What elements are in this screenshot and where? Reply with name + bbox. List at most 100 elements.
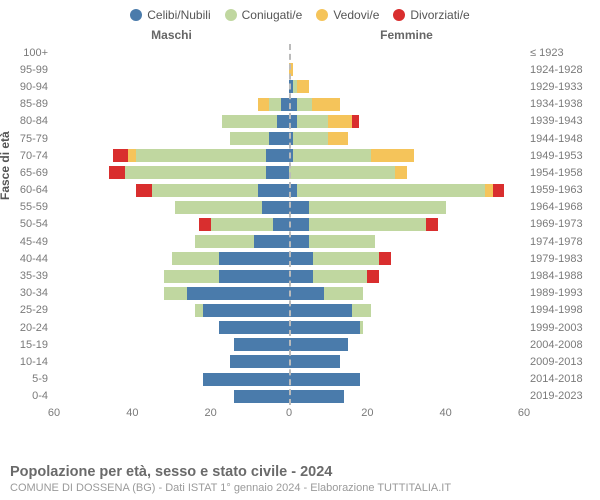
seg-divorced [493,184,505,197]
birth-label: 1979-1983 [524,253,590,265]
seg-widowed [371,149,414,162]
legend-item: Vedovi/e [316,8,379,22]
legend-swatch [393,9,405,21]
header-male: Maschi [54,28,289,42]
seg-single [289,235,309,248]
birth-label: ≤ 1923 [524,47,590,59]
seg-single [289,338,348,351]
seg-married [164,287,188,300]
seg-married [269,98,281,111]
birth-label: 1969-1973 [524,218,590,230]
seg-married [309,218,427,231]
pyramid-row: 30-34 1989-1993 [10,285,590,302]
male-half [54,216,289,233]
y-axis-title-left: Fasce di età [0,131,12,200]
pyramid-row: 15-192004-2008 [10,336,590,353]
bar-area [54,285,524,302]
male-half [54,130,289,147]
pyramid-row: 100+≤ 1923 [10,44,590,61]
male-half [54,302,289,319]
birth-label: 1994-1998 [524,304,590,316]
female-half [289,147,524,164]
x-axis: 6040200204060 [10,407,590,425]
male-half [54,233,289,250]
seg-married [164,270,219,283]
bar-area [54,353,524,370]
x-tick: 20 [361,407,373,419]
bar-area [54,199,524,216]
bar-area [54,302,524,319]
chart-subtitle: COMUNE DI DOSSENA (BG) - Dati ISTAT 1° g… [10,482,451,494]
seg-widowed [258,98,270,111]
seg-married [293,132,328,145]
seg-married [313,270,368,283]
male-half [54,267,289,284]
legend-label: Divorziati/e [410,8,469,22]
seg-single [277,115,289,128]
seg-married [297,98,313,111]
legend: Celibi/NubiliConiugati/eVedovi/eDivorzia… [10,8,590,22]
pyramid-row: 25-291994-1998 [10,302,590,319]
seg-single [254,235,289,248]
age-label: 50-54 [10,218,54,230]
seg-married [309,201,446,214]
legend-label: Vedovi/e [333,8,379,22]
seg-divorced [426,218,438,231]
birth-label: 1929-1933 [524,81,590,93]
seg-married [152,184,258,197]
age-label: 20-24 [10,322,54,334]
pyramid-row: 70-741949-1953 [10,147,590,164]
seg-single [266,166,290,179]
male-half [54,147,289,164]
female-half [289,388,524,405]
female-half [289,44,524,61]
header-female: Femmine [289,28,524,42]
female-half [289,199,524,216]
seg-married [195,235,254,248]
seg-single [273,218,289,231]
birth-label: 1989-1993 [524,287,590,299]
age-label: 10-14 [10,356,54,368]
legend-swatch [316,9,328,21]
bar-area [54,164,524,181]
seg-divorced [109,166,125,179]
seg-married [211,218,274,231]
male-half [54,164,289,181]
x-tick: 60 [518,407,530,419]
chart-title: Popolazione per età, sesso e stato civil… [10,464,451,480]
age-label: 95-99 [10,64,54,76]
male-half [54,96,289,113]
female-half [289,216,524,233]
male-half [54,371,289,388]
seg-single [219,270,290,283]
seg-widowed [128,149,136,162]
population-pyramid-chart: Celibi/NubiliConiugati/eVedovi/eDivorzia… [0,0,600,500]
seg-single [289,184,297,197]
pyramid-row: 5-92014-2018 [10,371,590,388]
legend-item: Coniugati/e [225,8,303,22]
pyramid-row: 45-491974-1978 [10,233,590,250]
seg-single [289,304,352,317]
age-label: 70-74 [10,150,54,162]
bar-area [54,336,524,353]
male-half [54,285,289,302]
bar-area [54,182,524,199]
seg-married [293,149,371,162]
bar-area [54,113,524,130]
female-half [289,371,524,388]
seg-married [297,184,485,197]
pyramid-row: 20-241999-2003 [10,319,590,336]
age-label: 45-49 [10,236,54,248]
pyramid-row: 85-891934-1938 [10,96,590,113]
age-label: 30-34 [10,287,54,299]
seg-single [203,304,289,317]
pyramid-row: 55-591964-1968 [10,199,590,216]
seg-married [309,235,376,248]
female-half [289,78,524,95]
pyramid-row: 0-42019-2023 [10,388,590,405]
seg-single [289,355,340,368]
seg-married [172,252,219,265]
chart-footer: Popolazione per età, sesso e stato civil… [10,464,451,494]
male-half [54,250,289,267]
x-tick: 40 [440,407,452,419]
